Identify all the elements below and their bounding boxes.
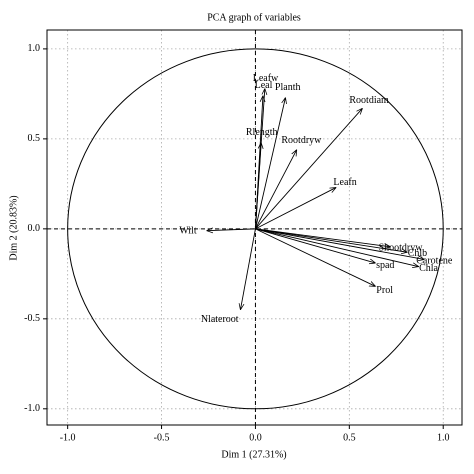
variable-arrow: [255, 228, 375, 287]
variable-arrow: [255, 150, 296, 230]
y-tick-label: 0.5: [28, 133, 41, 144]
variable-label: Rlength: [246, 127, 278, 138]
variable-label: Rootdryw: [281, 135, 322, 146]
variable-arrow: [207, 229, 256, 231]
variable-arrow: [255, 228, 407, 252]
y-tick-label: 1.0: [28, 43, 41, 54]
chart-title: PCA graph of variables: [207, 12, 301, 23]
y-axis-label: Dim 2 (20.83%): [8, 195, 19, 260]
x-tick-label: 0.5: [343, 432, 356, 443]
variable-label: Leafn: [333, 177, 356, 188]
variable-label: Rootdiam: [349, 95, 389, 106]
plot-frame: [46, 29, 463, 426]
variable-arrow: [255, 228, 424, 260]
variable-label: spad: [376, 260, 394, 271]
variable-label: Chlb: [408, 248, 427, 259]
x-tick-label: -1.0: [60, 432, 76, 443]
variable-arrow: [255, 228, 390, 247]
variable-label: Wilt: [179, 225, 197, 236]
variable-label: Shootdryw: [379, 242, 424, 253]
y-tick-label: 0.0: [28, 223, 41, 234]
variable-label: Planth: [275, 82, 301, 93]
variable-arrow: [255, 187, 336, 230]
x-axis-label: Dim 1 (27.31%): [221, 449, 286, 460]
variable-label: Leal: [255, 80, 273, 91]
variable-arrow: [254, 142, 261, 229]
variable-label: Carotene: [416, 256, 453, 267]
x-tick-label: -0.5: [154, 432, 170, 443]
variable-arrow: [255, 108, 362, 230]
variable-arrow: [255, 97, 285, 229]
variable-arrow: [255, 228, 418, 267]
x-tick-label: 1.0: [437, 432, 450, 443]
correlation-circle: [67, 48, 444, 410]
variable-arrow: [255, 228, 375, 263]
variable-label: Leafw: [253, 73, 279, 84]
variable-label: Prol: [376, 285, 393, 296]
y-tick-label: -1.0: [24, 403, 40, 414]
variable-label: Chla: [419, 263, 438, 274]
variable-label: Nlateroot: [201, 314, 239, 325]
y-tick-label: -0.5: [24, 313, 40, 324]
variable-arrow: [240, 228, 256, 310]
x-tick-label: 0.0: [249, 432, 262, 443]
